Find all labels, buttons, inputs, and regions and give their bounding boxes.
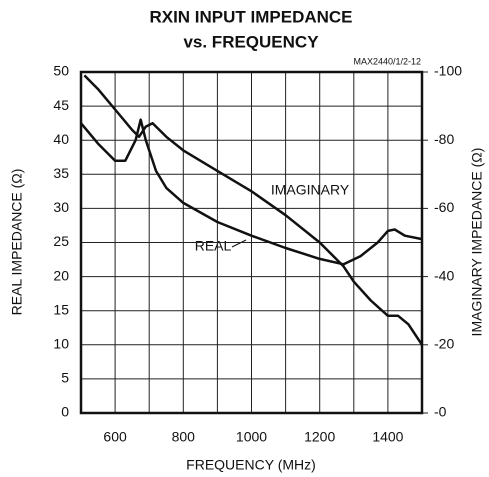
y2-tick-label: -100 xyxy=(434,63,462,79)
y-tick-label: 15 xyxy=(53,301,69,317)
part-label: MAX2440/1/2-12 xyxy=(353,56,421,66)
x-tick-label: 1000 xyxy=(236,429,267,445)
y-tick-label: 35 xyxy=(53,165,69,181)
y2-tick-label: -40 xyxy=(434,267,454,283)
chart-title: vs. FREQUENCY xyxy=(183,32,319,51)
x-tick-label: 600 xyxy=(103,429,127,445)
y-tick-label: 5 xyxy=(61,370,69,386)
chart-title: RXIN INPUT IMPEDANCE xyxy=(149,7,352,26)
y2-tick-label: -80 xyxy=(434,131,454,147)
annotation-leader xyxy=(231,239,247,248)
x-axis-label: FREQUENCY (MHz) xyxy=(186,457,316,473)
series-line xyxy=(83,74,424,346)
y2-axis-label: IMAGINARY IMPEDANCE (Ω) xyxy=(469,148,485,337)
y-tick-label: 25 xyxy=(53,233,69,249)
y2-tick-label: -60 xyxy=(434,199,454,215)
y2-tick-label: -20 xyxy=(434,336,454,352)
y-tick-label: 30 xyxy=(53,199,69,215)
y-tick-label: 10 xyxy=(53,336,69,352)
annotation: REAL xyxy=(195,238,232,254)
y-tick-label: 40 xyxy=(53,131,69,147)
plot-frame xyxy=(79,70,424,415)
x-tick-label: 1200 xyxy=(304,429,335,445)
annotation: IMAGINARY xyxy=(271,182,350,198)
y-tick-label: 0 xyxy=(61,404,69,420)
y-axis-label: REAL IMPEDANCE (Ω) xyxy=(9,169,25,316)
x-tick-label: 1400 xyxy=(372,429,403,445)
y-tick-label: 45 xyxy=(53,97,69,113)
y2-tick-label: -0 xyxy=(434,404,447,420)
x-tick-label: 800 xyxy=(172,429,196,445)
y-tick-label: 20 xyxy=(53,267,69,283)
y-tick-label: 50 xyxy=(53,63,69,79)
series-line xyxy=(80,118,423,266)
